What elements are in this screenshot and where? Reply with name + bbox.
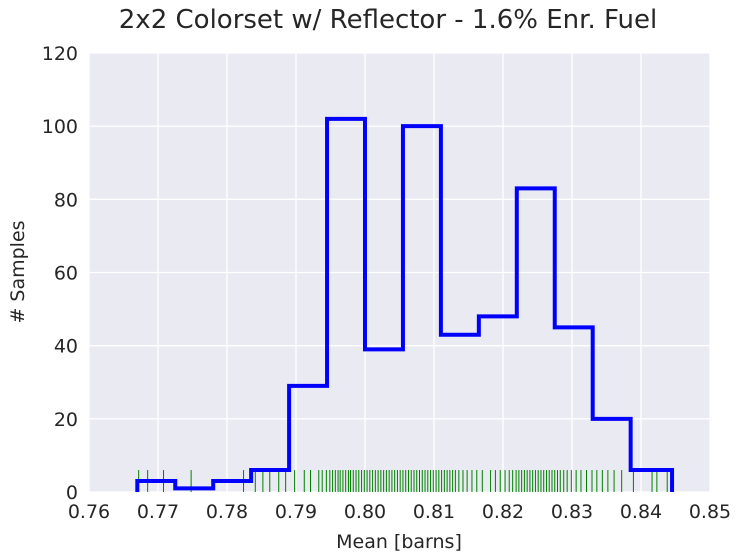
histogram-series bbox=[135, 116, 675, 492]
histogram-bin bbox=[213, 481, 251, 492]
x-tick-label: 0.85 bbox=[689, 501, 731, 523]
x-tick-label: 0.78 bbox=[206, 501, 248, 523]
histogram-bin bbox=[365, 349, 403, 492]
x-tick-label: 0.79 bbox=[275, 501, 317, 523]
x-tick-label: 0.81 bbox=[413, 501, 455, 523]
gridlines bbox=[88, 52, 711, 493]
y-tick-label: 40 bbox=[54, 336, 78, 358]
rug-marks bbox=[138, 470, 668, 492]
histogram-bin bbox=[289, 386, 327, 492]
y-tick-label: 80 bbox=[54, 189, 78, 211]
y-tick-label: 120 bbox=[42, 43, 78, 65]
histogram-bin bbox=[327, 119, 365, 492]
histogram-bin bbox=[555, 327, 593, 492]
x-tick-label: 0.82 bbox=[482, 501, 524, 523]
y-tick-label: 0 bbox=[66, 482, 78, 504]
x-tick-label: 0.76 bbox=[68, 501, 110, 523]
y-axis-label: # Samples bbox=[7, 220, 29, 323]
histogram-bin bbox=[593, 419, 631, 492]
x-tick-labels: 0.76 0.77 0.78 0.79 0.80 0.81 0.82 0.83 0.84 0.85 bbox=[68, 501, 731, 523]
histogram-bin bbox=[175, 488, 213, 492]
x-tick-label: 0.77 bbox=[137, 501, 179, 523]
histogram-bin bbox=[631, 470, 672, 492]
x-tick-label: 0.80 bbox=[344, 501, 386, 523]
histogram-bin bbox=[517, 188, 555, 492]
histogram-bin bbox=[403, 126, 441, 492]
x-tick-label: 0.83 bbox=[551, 501, 593, 523]
histogram-bin bbox=[479, 316, 517, 492]
histogram-bin bbox=[441, 335, 479, 492]
x-tick-label: 0.84 bbox=[620, 501, 662, 523]
chart-title: 2x2 Colorset w/ Reflector - 1.6% Enr. Fu… bbox=[119, 5, 657, 35]
y-tick-label: 60 bbox=[54, 263, 78, 285]
y-tick-label: 100 bbox=[42, 116, 78, 138]
x-axis-label: Mean [barns] bbox=[336, 531, 462, 553]
y-tick-label: 20 bbox=[54, 409, 78, 431]
y-tick-labels: 0 20 40 60 80 100 120 bbox=[42, 43, 78, 504]
histogram-bin bbox=[137, 481, 175, 492]
histogram-step-line bbox=[135, 116, 675, 492]
histogram-bin bbox=[251, 470, 289, 492]
